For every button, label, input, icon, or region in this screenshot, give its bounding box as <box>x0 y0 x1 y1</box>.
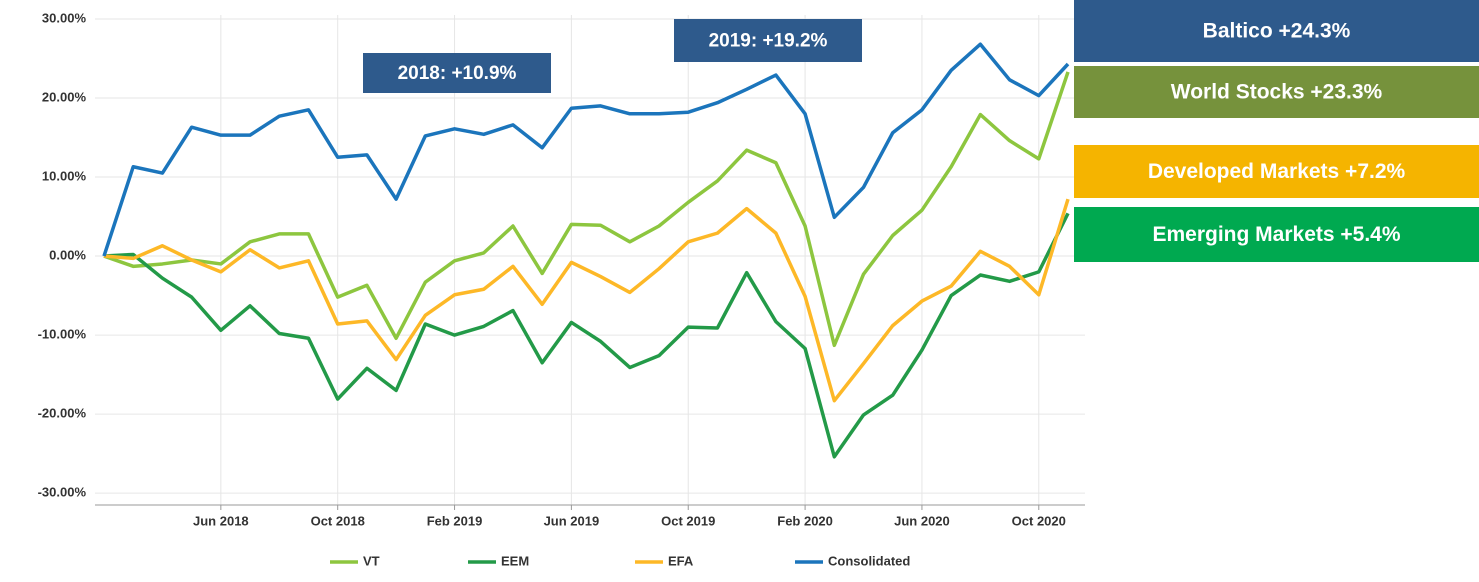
annotation-box <box>674 19 862 62</box>
y-tick-label: -10.00% <box>38 327 87 342</box>
y-tick-label: -30.00% <box>38 485 87 500</box>
x-tick-label: Oct 2019 <box>661 513 715 528</box>
x-tick-label: Feb 2019 <box>427 513 483 528</box>
series-line <box>103 212 1070 459</box>
legend-label: VT <box>363 553 380 568</box>
x-tick-label: Jun 2018 <box>193 513 249 528</box>
legend-label: Consolidated <box>828 553 910 568</box>
annotation-box <box>1074 207 1479 262</box>
x-tick-label: Oct 2020 <box>1012 513 1066 528</box>
legend-label: EEM <box>501 553 529 568</box>
x-tick-label: Jun 2020 <box>894 513 950 528</box>
y-tick-label: 20.00% <box>42 89 87 104</box>
series-line <box>103 198 1070 403</box>
series-line <box>103 71 1070 348</box>
y-tick-label: 0.00% <box>49 247 86 262</box>
annotation: 2018: +10.9% <box>398 63 517 84</box>
series-line <box>102 42 1070 257</box>
annotation-box <box>363 53 551 93</box>
annotation: 2019: +19.2% <box>709 31 828 52</box>
annotation-box <box>1074 0 1479 62</box>
annotation: World Stocks +23.3% <box>1171 81 1383 104</box>
legend-label: EFA <box>668 553 694 568</box>
x-tick-label: Feb 2020 <box>777 513 833 528</box>
x-tick-label: Jun 2019 <box>544 513 600 528</box>
y-tick-label: -20.00% <box>38 406 87 421</box>
annotation-box <box>1074 145 1479 198</box>
annotation: Baltico +24.3% <box>1203 20 1351 43</box>
annotation: Developed Markets +7.2% <box>1148 160 1406 183</box>
y-tick-label: 30.00% <box>42 10 87 25</box>
y-tick-label: 10.00% <box>42 168 87 183</box>
x-tick-label: Oct 2018 <box>311 513 365 528</box>
annotation-box <box>1074 66 1479 118</box>
annotation: Emerging Markets +5.4% <box>1152 223 1400 246</box>
